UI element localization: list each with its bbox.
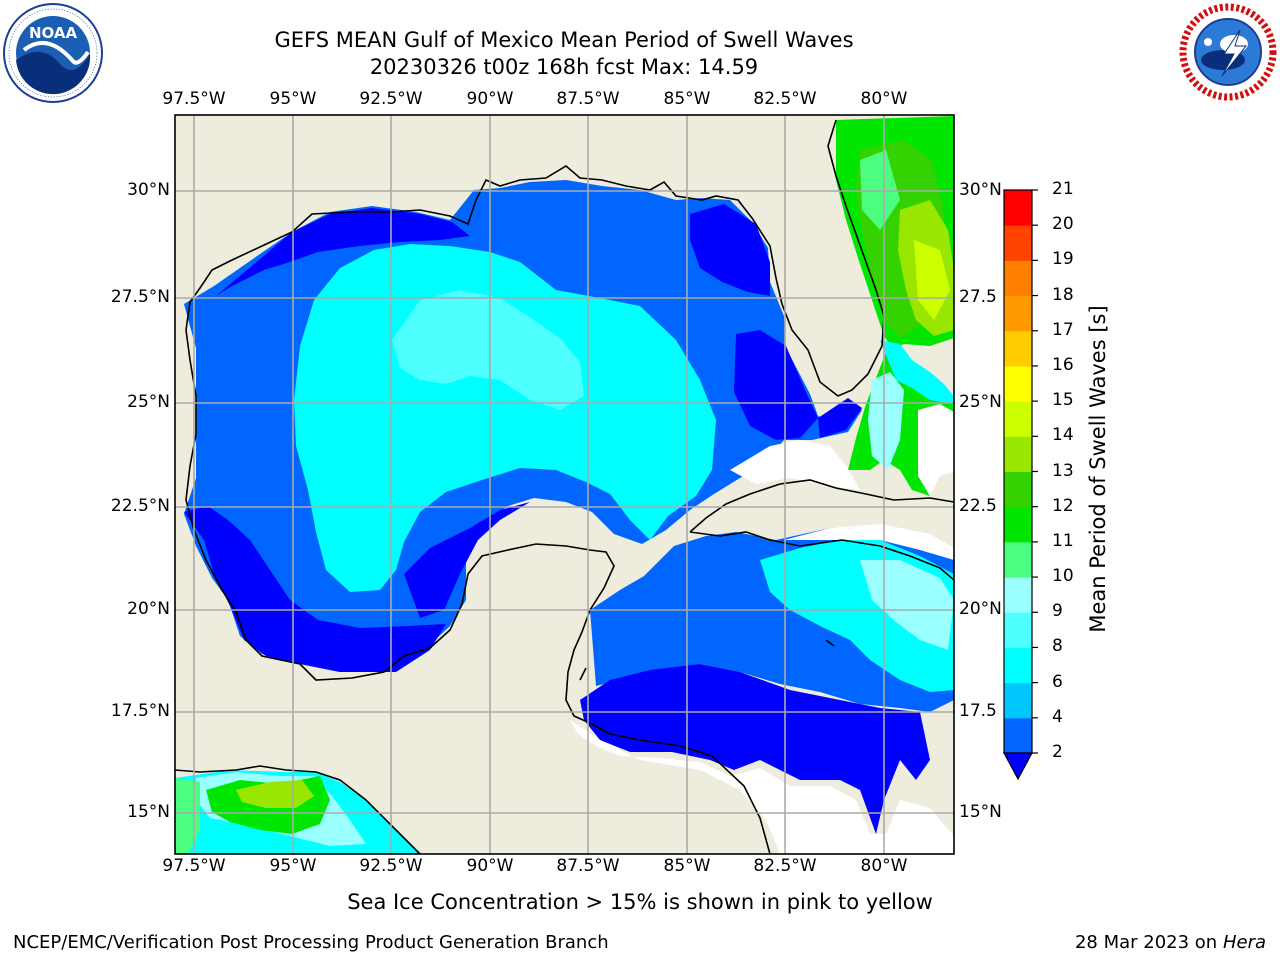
colorbar-swatch bbox=[1004, 295, 1032, 332]
lat-tick-label: 27.5 bbox=[959, 287, 997, 307]
colorbar-swatch bbox=[1004, 612, 1032, 648]
coastlines bbox=[175, 119, 954, 854]
atlantic-swell-4-6 bbox=[880, 340, 954, 404]
colorbar-tick-label: 11 bbox=[1052, 530, 1074, 551]
gridlines bbox=[175, 115, 954, 854]
lon-tick-label: 85°W bbox=[663, 89, 711, 109]
lat-tick-label: 15°N bbox=[959, 802, 1002, 822]
colorbar-label: Mean Period of Swell Waves [s] bbox=[1086, 305, 1110, 633]
lat-tick-label: 20°N bbox=[959, 599, 1002, 619]
gulf-swell-under-2-north bbox=[216, 208, 470, 296]
lon-tick-label: 90°W bbox=[466, 856, 514, 876]
lon-tick-label: 82.5°W bbox=[753, 89, 817, 109]
lat-tick-label: 27.5°N bbox=[110, 287, 170, 307]
colorbar-swatch bbox=[1004, 401, 1032, 437]
atlantic-swell-13-14 bbox=[914, 240, 950, 320]
caribbean-swell-under-2 bbox=[580, 664, 930, 834]
colorbar-swatch bbox=[1004, 577, 1032, 613]
colorbar-tick-label: 21 bbox=[1052, 179, 1074, 199]
colorbar-tick-label: 17 bbox=[1052, 319, 1074, 340]
colorbar-tick-label: 15 bbox=[1052, 390, 1074, 411]
nodata-caribbean-north bbox=[730, 440, 860, 490]
svg-text:NOAA: NOAA bbox=[29, 24, 78, 42]
lon-tick-label: 85°W bbox=[663, 856, 711, 876]
colorbar-tick-label: 2 bbox=[1052, 742, 1063, 762]
atlantic-swell-under-2-keys bbox=[818, 398, 862, 438]
lon-tick-label: 80°W bbox=[860, 856, 908, 876]
colorbar-swatch bbox=[1004, 471, 1032, 508]
colorbar-tick-label: 18 bbox=[1052, 284, 1074, 305]
nodata-caribbean-south bbox=[570, 720, 954, 854]
lat-tick-label: 25°N bbox=[127, 392, 170, 412]
colorbar-swatch bbox=[1004, 330, 1032, 367]
lat-tick-label: 25°N bbox=[959, 392, 1002, 412]
lon-tick-label: 97.5°W bbox=[162, 89, 226, 109]
footer-date: 28 Mar 2023 on bbox=[1074, 932, 1218, 953]
map-frame bbox=[174, 114, 955, 855]
lon-tick-label: 95°W bbox=[269, 89, 317, 109]
colorbar-tick-label: 13 bbox=[1052, 460, 1074, 481]
lat-tick-label: 15°N bbox=[127, 802, 170, 822]
lat-tick-label: 17.5°N bbox=[110, 701, 170, 721]
noaa-logo: NOAA bbox=[3, 3, 103, 103]
colorbar-tick-label: 20 bbox=[1052, 214, 1074, 235]
lat-tick-label: 20°N bbox=[127, 599, 170, 619]
lon-tick-label: 80°W bbox=[860, 89, 908, 109]
colorbar-swatch bbox=[1004, 365, 1032, 402]
colorbar-tick-label: 4 bbox=[1052, 706, 1063, 727]
atlantic-swell-8-9 bbox=[868, 372, 904, 470]
colorbar-swatch bbox=[1004, 717, 1032, 754]
lon-tick-label: 90°W bbox=[466, 89, 514, 109]
lon-tick-label: 82.5°W bbox=[753, 856, 817, 876]
colorbar bbox=[1002, 189, 1038, 781]
colorbar-swatch bbox=[1004, 541, 1032, 578]
nws-logo bbox=[1179, 3, 1277, 101]
colorbar-swatch bbox=[1004, 260, 1032, 297]
atlantic-swell-9-10 bbox=[860, 150, 900, 230]
lat-tick-label: 17.5 bbox=[959, 701, 997, 721]
colorbar-swatch bbox=[1004, 436, 1032, 472]
lat-tick-label: 30°N bbox=[959, 180, 1002, 200]
colorbar-tick-label: 12 bbox=[1052, 495, 1074, 516]
colorbar-swatch bbox=[1004, 506, 1032, 543]
lat-tick-label: 22.5 bbox=[959, 496, 997, 516]
lat-tick-label: 30°N bbox=[127, 180, 170, 200]
colorbar-tick-label: 9 bbox=[1052, 601, 1063, 622]
colorbar-tick-label: 16 bbox=[1052, 354, 1074, 375]
footer-credit: NCEP/EMC/Verification Post Processing Pr… bbox=[13, 932, 609, 953]
sea-ice-note: Sea Ice Concentration > 15% is shown in … bbox=[347, 890, 933, 914]
lon-tick-label: 97.5°W bbox=[162, 856, 226, 876]
map-plot-area bbox=[175, 115, 954, 854]
footer-host: Hera bbox=[1222, 932, 1266, 953]
lon-tick-label: 92.5°W bbox=[359, 856, 423, 876]
lon-tick-label: 87.5°W bbox=[556, 856, 620, 876]
gulf-swell-under-2-florida bbox=[734, 330, 818, 440]
pacific-swell-12-13 bbox=[236, 780, 314, 808]
atlantic-nodata bbox=[918, 404, 954, 496]
colorbar-tick-label: 6 bbox=[1052, 671, 1063, 692]
colorbar-tick-label: 8 bbox=[1052, 636, 1063, 657]
chart-subtitle: 20230326 t00z 168h fcst Max: 14.59 bbox=[369, 55, 759, 79]
colorbar-tick-label: 19 bbox=[1052, 249, 1074, 270]
footer-run-info: 28 Mar 2023 on Hera bbox=[1075, 932, 1266, 953]
lat-tick-label: 22.5°N bbox=[110, 496, 170, 516]
gulf-swell-6-8 bbox=[392, 290, 584, 410]
gulf-swell-under-2-east bbox=[690, 204, 770, 296]
colorbar-extend-triangle bbox=[1002, 752, 1034, 781]
colorbar-swatch bbox=[1004, 682, 1032, 719]
lon-tick-label: 92.5°W bbox=[359, 89, 423, 109]
colorbar-swatch bbox=[1004, 190, 1032, 226]
colorbar-swatch bbox=[1004, 225, 1032, 261]
chart-title: GEFS MEAN Gulf of Mexico Mean Period of … bbox=[274, 28, 854, 52]
gulf-swell-under-2-campeche bbox=[404, 502, 530, 618]
colorbar-tick-label: 14 bbox=[1052, 425, 1074, 446]
lon-tick-label: 87.5°W bbox=[556, 89, 620, 109]
colorbar-swatch bbox=[1004, 647, 1032, 684]
nodata-cuba-sw bbox=[784, 524, 954, 560]
colorbar-tick-label: 10 bbox=[1052, 566, 1074, 587]
lon-tick-label: 95°W bbox=[269, 856, 317, 876]
gulf-swell-under-2-west bbox=[184, 506, 446, 672]
